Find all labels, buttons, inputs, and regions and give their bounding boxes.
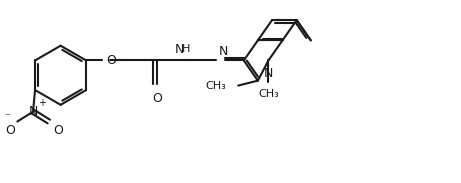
Text: N: N [174,43,183,56]
Text: N: N [29,105,38,118]
Text: +: + [38,98,46,108]
Text: N: N [219,44,229,57]
Text: ⁻: ⁻ [5,113,11,123]
Text: O: O [6,124,15,137]
Text: N: N [264,67,273,80]
Text: O: O [152,92,162,105]
Text: CH₃: CH₃ [206,81,226,91]
Text: O: O [53,124,63,137]
Text: H: H [182,44,190,54]
Text: O: O [106,54,116,67]
Text: CH₃: CH₃ [258,89,279,99]
